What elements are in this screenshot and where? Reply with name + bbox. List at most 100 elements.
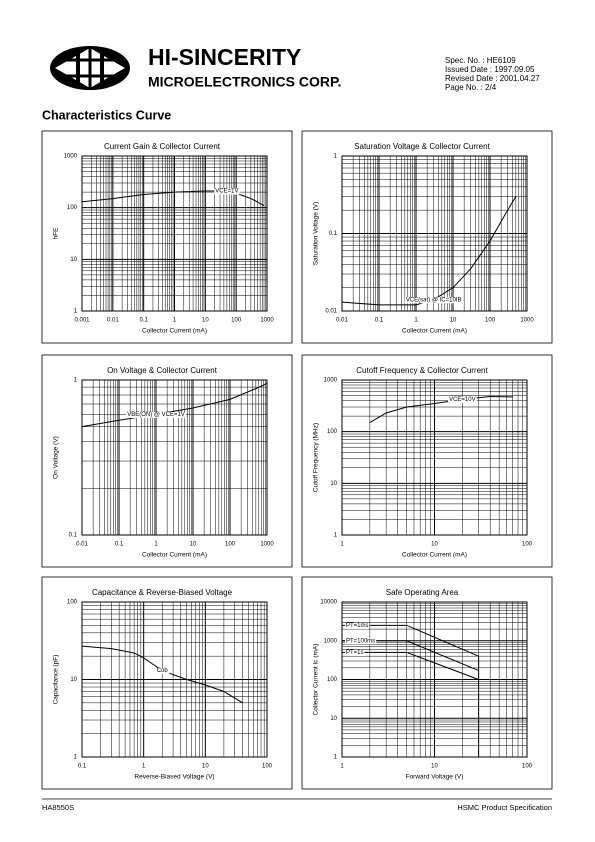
series-label: VCE=10V	[449, 397, 476, 403]
y-tick-label: 100	[67, 205, 78, 211]
chart-panel: Saturation Voltage & Collector Current Co…	[301, 130, 553, 344]
y-tick-label: 1000	[324, 378, 338, 384]
series-line	[342, 651, 479, 680]
company-name: HI-SINCERITY	[148, 44, 301, 70]
x-axis-label: Collector Current (mA)	[402, 552, 467, 559]
panel-border	[301, 130, 553, 344]
panel-border	[41, 354, 293, 568]
company-division: MICROELECTRONICS CORP.	[148, 74, 341, 90]
plot-frame	[81, 601, 268, 758]
x-axis-label: Collector Current (mA)	[142, 328, 207, 335]
chart-panel: Safe Operating Area Forward Voltage (V) Co…	[301, 576, 553, 790]
x-tick-label: 0.1	[375, 318, 384, 324]
series-line	[81, 190, 265, 206]
series-label: Cob	[157, 668, 169, 674]
chart-panel: Current Gain & Collector Current Collecto…	[41, 130, 293, 344]
y-tick-label: 1000	[64, 154, 78, 160]
y-tick-label: 100	[67, 600, 78, 606]
series-label: PT=1ms	[346, 623, 369, 629]
y-axis-label: hFE	[53, 227, 60, 240]
series-label-bg	[345, 649, 365, 656]
y-axis-label: Capacitance (pF)	[53, 655, 60, 705]
x-tick-label: 1	[414, 318, 418, 324]
y-tick-label: 10	[330, 716, 337, 722]
x-tick-label: 10	[431, 764, 438, 770]
y-tick-label: 10000	[320, 600, 337, 606]
series-label: VBE(ON) @ VCE=1V	[127, 412, 185, 418]
x-tick-label: 1	[340, 542, 344, 548]
plot-frame	[341, 379, 528, 536]
series-line	[81, 382, 268, 428]
y-tick-label: 1	[334, 755, 338, 761]
x-tick-label: 100	[231, 318, 242, 324]
x-tick-label: 1	[340, 764, 344, 770]
x-tick-label: 1000	[260, 542, 274, 548]
series-line	[341, 196, 517, 306]
y-axis-label: Collector Current Ic (mA)	[313, 644, 320, 716]
x-tick-label: 10	[202, 318, 209, 324]
x-tick-label: 0.001	[74, 318, 90, 324]
spec-line: Revised Date : 2001.04.27	[445, 74, 540, 83]
y-tick-label: 0.01	[325, 309, 337, 315]
y-tick-label: 1000	[324, 638, 338, 644]
chart-panel: Cutoff Frequency & Collector Current Coll…	[301, 354, 553, 568]
x-axis-label: Collector Current (mA)	[402, 328, 467, 335]
x-tick-label: 0.01	[76, 542, 88, 548]
x-tick-label: 0.01	[336, 318, 348, 324]
y-tick-label: 100	[327, 677, 338, 683]
spec-line: Issued Date : 1997.09.05	[445, 65, 535, 74]
x-tick-label: 10	[202, 764, 209, 770]
series-line	[369, 395, 513, 423]
x-tick-label: 100	[485, 318, 496, 324]
spec-line: Page No. : 2/4	[445, 83, 497, 92]
series-label: VCE(sat) @ IC=10IB	[406, 297, 462, 303]
logo	[50, 46, 130, 90]
series-label-bg	[126, 411, 186, 418]
footer-right: HSMC Product Specification	[457, 803, 552, 812]
y-tick-label: 10	[70, 677, 77, 683]
y-axis-label: Saturation Voltage (V)	[313, 202, 320, 266]
panel-border	[301, 354, 553, 568]
chart-title: Current Gain & Collector Current	[104, 142, 221, 151]
x-tick-label: 0.1	[139, 318, 148, 324]
plot-frame	[341, 155, 528, 312]
y-axis-label: Cutoff Frequency (MHz)	[313, 423, 320, 492]
x-tick-label: 1000	[260, 318, 274, 324]
x-tick-label: 1	[142, 764, 146, 770]
chart-title: Capacitance & Reverse-Biased Voltage	[92, 588, 233, 597]
x-tick-label: 1	[173, 318, 177, 324]
x-axis-label: Forward Voltage (V)	[406, 774, 464, 781]
footer-left: HA8550S	[42, 803, 74, 812]
series-line	[342, 624, 480, 757]
x-tick-label: 100	[225, 542, 236, 548]
plot-frame	[341, 601, 528, 758]
series-label-bg	[404, 297, 463, 304]
chart-title: Cutoff Frequency & Collector Current	[356, 366, 488, 375]
panel-border	[41, 576, 293, 790]
panel-border	[301, 576, 553, 790]
x-tick-label: 10	[190, 542, 197, 548]
series-label: PT=1s	[346, 650, 364, 656]
chart-title: Saturation Voltage & Collector Current	[354, 142, 490, 151]
y-axis-label: On Voltage (V)	[53, 436, 60, 479]
x-tick-label: 100	[522, 764, 533, 770]
chart-panel: On Voltage & Collector Current Collector …	[41, 354, 293, 568]
y-tick-label: 1	[334, 154, 338, 160]
y-tick-label: 1	[74, 755, 78, 761]
y-tick-label: 1	[74, 378, 78, 384]
x-tick-label: 1	[154, 542, 158, 548]
y-tick-label: 0.1	[329, 231, 338, 237]
y-tick-label: 100	[327, 429, 338, 435]
plot-frame	[81, 155, 268, 312]
plot-frame	[81, 379, 268, 536]
series-label: PT=100ms	[346, 638, 375, 644]
x-tick-label: 1000	[520, 318, 534, 324]
x-tick-label: 0.01	[107, 318, 119, 324]
section-title: Characteristics Curve	[42, 108, 171, 122]
x-tick-label: 100	[262, 764, 273, 770]
y-tick-label: 1	[74, 309, 78, 315]
spec-line: Spec. No. : HE6109	[445, 56, 516, 65]
panel-border	[41, 130, 293, 344]
